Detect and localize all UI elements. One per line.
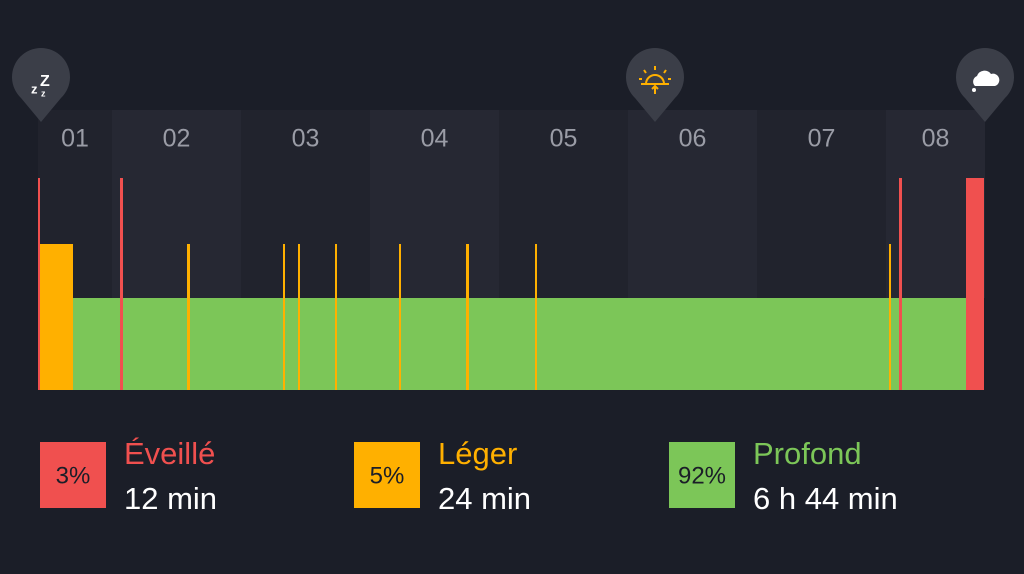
hour-label: 01 <box>61 125 89 153</box>
hypnogram <box>38 178 984 390</box>
hour-column <box>241 110 370 298</box>
pins: z Z z <box>11 48 1014 122</box>
legend-name: Éveillé <box>124 436 215 471</box>
hour-columns: 01 02 03 04 05 06 07 08 <box>38 110 985 298</box>
light-sleep <box>283 244 285 390</box>
svg-text:z: z <box>41 88 46 98</box>
light-sleep <box>535 244 537 390</box>
legend-swatch <box>354 442 420 508</box>
light-sleep <box>399 244 401 390</box>
legend-duration: 24 min <box>438 481 531 516</box>
sleep-pin: z Z z <box>11 48 70 122</box>
light-sleep <box>889 244 891 390</box>
hour-label: 08 <box>922 125 950 153</box>
legend-duration: 6 h 44 min <box>753 481 898 516</box>
legend-swatch <box>669 442 735 508</box>
legend-name: Profond <box>753 436 862 471</box>
legend-swatch <box>40 442 106 508</box>
hour-column <box>112 110 241 298</box>
light-sleep <box>298 244 300 390</box>
hour-label: 07 <box>808 125 836 153</box>
legend: 3% Éveillé 12 min 5% Léger 24 min 92% Profond 6 … <box>40 436 898 516</box>
hour-column <box>757 110 886 298</box>
awake <box>120 178 123 390</box>
legend-percent: 92% <box>678 462 726 489</box>
awake <box>38 178 40 390</box>
light-sleep <box>40 244 73 390</box>
hour-column <box>628 110 757 298</box>
hour-label: 03 <box>292 125 320 153</box>
light-sleep <box>466 244 469 390</box>
deep-sleep <box>73 298 966 390</box>
wake-pin <box>626 48 684 122</box>
legend-percent: 5% <box>370 462 405 489</box>
hour-label: 02 <box>163 125 191 153</box>
light-sleep <box>187 244 190 390</box>
svg-text:z: z <box>31 81 38 96</box>
hour-label: 06 <box>679 125 707 153</box>
legend-percent: 3% <box>56 462 91 489</box>
legend-duration: 12 min <box>124 481 217 516</box>
awake <box>966 178 984 390</box>
hour-column <box>370 110 499 298</box>
svg-text:Z: Z <box>40 73 50 90</box>
hour-label: 04 <box>421 125 449 153</box>
hour-column <box>499 110 628 298</box>
light-sleep-events <box>187 244 891 390</box>
light-sleep <box>335 244 337 390</box>
awake <box>899 178 902 390</box>
dream-pin <box>956 48 1014 122</box>
legend-name: Léger <box>438 436 517 471</box>
hour-label: 05 <box>550 125 578 153</box>
